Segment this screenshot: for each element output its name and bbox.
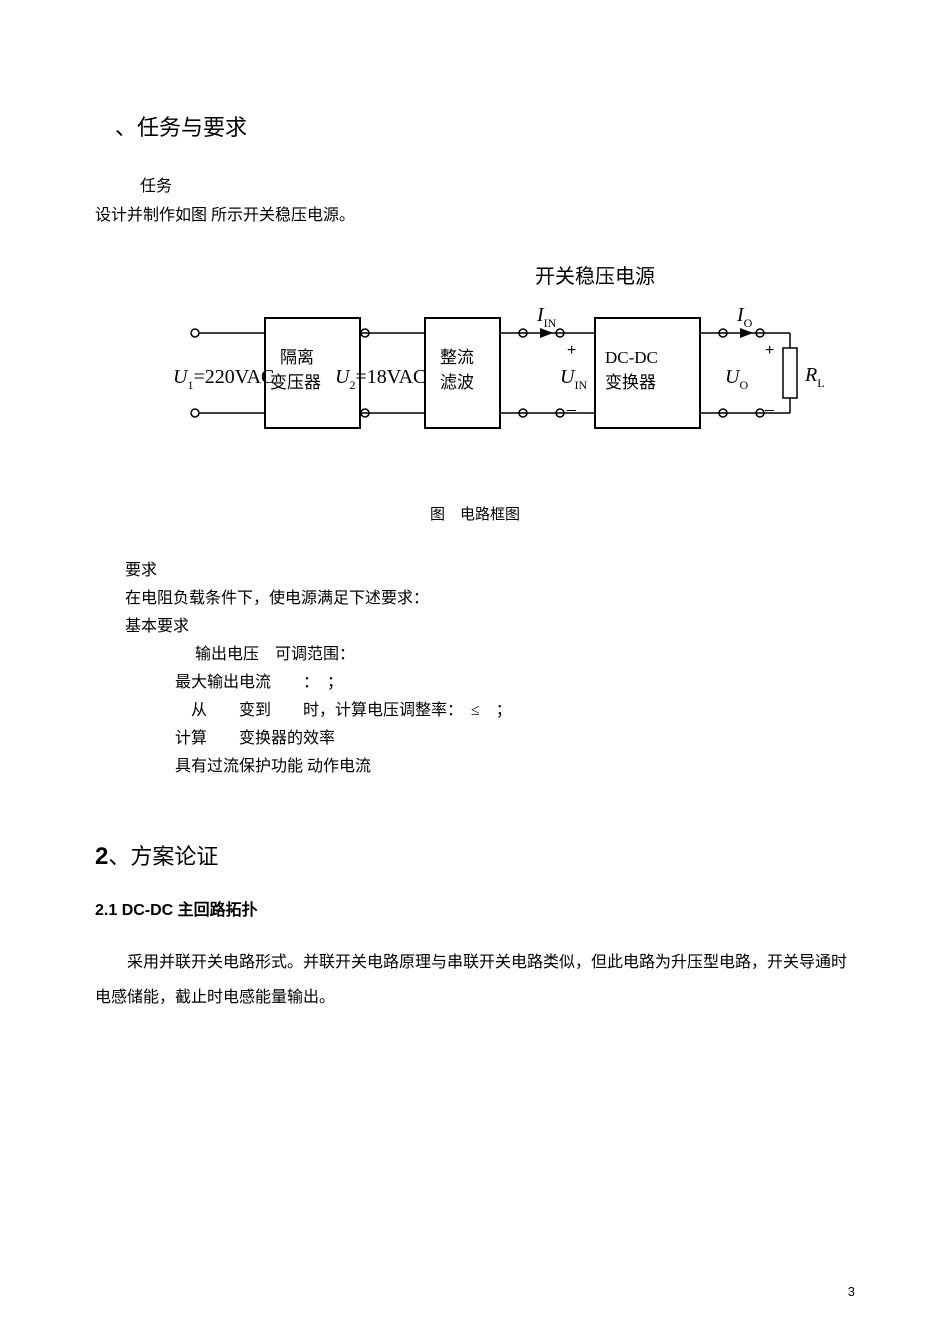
terminal-in-top	[191, 329, 199, 337]
diagram-svg: 开关稳压电源 U1=220VAC 隔离 变压器 U2=18VAC	[105, 263, 845, 473]
req-intro: 在电阻负载条件下，使电源满足下述要求：	[125, 587, 855, 611]
block-diagram: 开关稳压电源 U1=220VAC 隔离 变压器 U2=18VAC	[95, 263, 855, 524]
resistor-icon	[783, 348, 797, 398]
box2-line2: 滤波	[440, 373, 474, 392]
page-number: 3	[848, 1284, 855, 1299]
heading-2-num: 2	[95, 843, 108, 870]
box3-line1: DC-DC	[605, 348, 658, 367]
req-item-3: 从 变到 时，计算电压调整率： ≤ ；	[175, 699, 855, 723]
minus-sign: _	[566, 395, 577, 412]
subtitle-req: 要求	[125, 559, 855, 583]
diagram-title: 开关稳压电源	[535, 265, 655, 288]
box1-line1: 隔离	[280, 348, 314, 367]
heading-1-text: 、任务与要求	[115, 115, 247, 140]
page-content: 、任务与要求 任务 设计并制作如图 所示开关稳压电源。 开关稳压电源 U1=22…	[0, 0, 950, 1055]
heading-2-text: 、方案论证	[108, 844, 218, 869]
minus-sign: _	[764, 395, 775, 412]
u2-label: U2=18VAC	[335, 366, 426, 392]
box3-line2: 变换器	[605, 373, 656, 392]
heading-3: 2.1 DC-DC 主回路拓扑	[95, 896, 855, 920]
i-o-label: IO	[736, 304, 753, 330]
req-item-4: 计算 变换器的效率	[175, 727, 855, 751]
req-item-2: 最大输出电流 ： ；	[175, 671, 855, 695]
u-in-label: UIN	[560, 366, 587, 392]
heading-2: 2、方案论证	[95, 839, 855, 871]
section-2: 2、方案论证 2.1 DC-DC 主回路拓扑 采用并联开关电路形式。并联开关电路…	[95, 839, 855, 1015]
req-item-5: 具有过流保护功能 动作电流	[175, 755, 855, 779]
plus-sign: +	[765, 342, 774, 359]
task-description: 设计并制作如图 所示开关稳压电源。	[95, 204, 855, 228]
req-basic: 基本要求	[125, 615, 855, 639]
terminal-in-bot	[191, 409, 199, 417]
box2-line1: 整流	[440, 348, 474, 367]
u-o-label: UO	[725, 366, 748, 392]
u1-label: U1=220VAC	[173, 366, 274, 392]
diagram-caption: 图 电路框图	[95, 503, 855, 524]
req-item-1: 输出电压 可调范围：	[195, 643, 855, 667]
paragraph: 采用并联开关电路形式。并联开关电路原理与串联开关电路类似，但此电路为升压型电路，…	[95, 945, 855, 1015]
box1-line2: 变压器	[270, 373, 321, 392]
plus-sign: +	[567, 342, 576, 359]
r-l-label: RL	[804, 364, 825, 390]
heading-1: 、任务与要求	[115, 110, 855, 142]
i-in-label: IIN	[536, 304, 557, 330]
subtitle-task: 任务	[140, 172, 855, 196]
